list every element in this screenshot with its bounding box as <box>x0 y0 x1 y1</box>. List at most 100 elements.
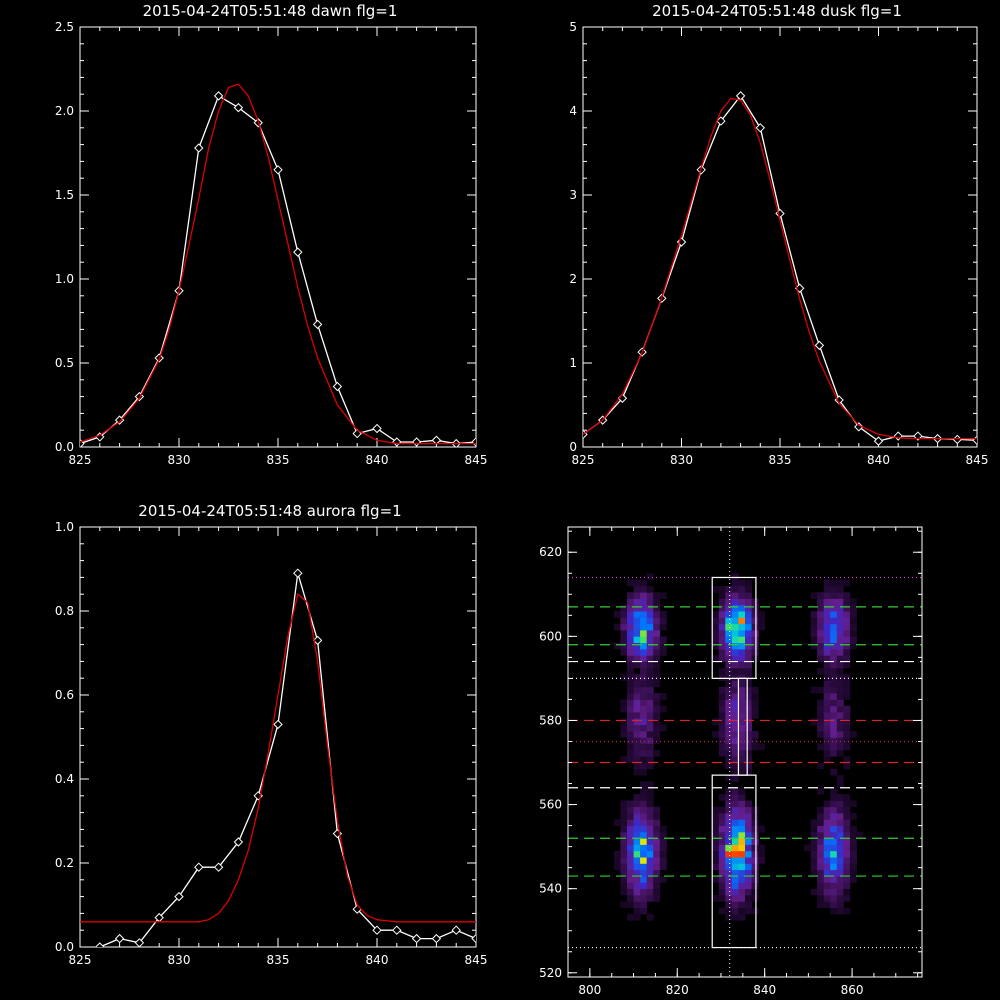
heatmap-cell <box>659 850 667 858</box>
heatmap-cell <box>633 806 641 814</box>
data-point <box>312 319 323 330</box>
heatmap-cell <box>646 850 654 858</box>
heatmap-cell <box>627 838 634 845</box>
heatmap-cell <box>843 907 851 915</box>
heatmap-cell <box>810 623 818 631</box>
heatmap-cell <box>653 592 661 599</box>
data-point <box>273 165 283 175</box>
heatmap-cell <box>758 850 766 858</box>
data-point <box>273 719 283 730</box>
heatmap-cell <box>738 667 746 675</box>
heatmap-cell <box>718 844 726 852</box>
heatmap-cell <box>653 680 661 688</box>
x-tick-label: 860 <box>841 983 864 997</box>
heatmap-cell <box>738 794 746 801</box>
heatmap-cell <box>627 636 634 643</box>
heatmap-cell <box>725 705 733 713</box>
heatmap-cell <box>640 674 648 681</box>
heatmap-cell <box>830 661 838 669</box>
heatmap-cell <box>633 869 641 877</box>
heatmap-cell <box>830 674 838 681</box>
data-point <box>972 435 977 445</box>
y-tick-label: 0.8 <box>55 604 74 618</box>
y-tick-label: 540 <box>539 882 562 896</box>
heatmap-cell <box>751 611 759 618</box>
data-point <box>411 933 422 944</box>
heatmap-cell <box>653 642 661 650</box>
heatmap-cell <box>620 850 628 858</box>
selection-box <box>711 774 757 949</box>
heatmap-cell <box>627 844 634 852</box>
x-tick-label: 835 <box>267 453 290 467</box>
heatmap-cell <box>725 907 733 915</box>
heatmap-cell <box>849 611 857 618</box>
heatmap-cell <box>738 680 746 688</box>
heatmap-cell <box>718 674 726 681</box>
heatmap-cell <box>830 857 838 864</box>
heatmap-cell <box>817 743 825 751</box>
heatmap-cell <box>738 857 746 864</box>
heatmap-cell <box>758 857 766 864</box>
heatmap-cell <box>738 636 746 643</box>
heatmap-cell <box>751 888 759 896</box>
heatmap-cell <box>627 913 634 921</box>
heatmap-cell <box>640 636 648 643</box>
heatmap-cell <box>646 611 654 618</box>
heatmap-cell <box>810 592 818 599</box>
heatmap-cell <box>830 585 838 593</box>
heatmap-cell <box>731 579 739 587</box>
heatmap-cell <box>633 623 641 631</box>
heatmap-cell <box>718 718 726 726</box>
heatmap-cell <box>640 857 648 864</box>
heatmap-cell <box>659 642 667 650</box>
heatmap-cell <box>659 649 667 656</box>
heatmap-cell <box>731 661 739 669</box>
heatmap-cell <box>633 825 641 833</box>
heatmap-cell <box>738 850 746 858</box>
heatmap-cell <box>613 623 621 631</box>
heatmap-cell <box>725 712 733 719</box>
heatmap-cell <box>843 611 851 618</box>
heatmap-cell <box>712 655 720 662</box>
heatmap-cell <box>745 737 752 744</box>
y-tick-label: 0.6 <box>55 688 74 702</box>
heatmap-cell <box>738 731 746 738</box>
heatmap-cell <box>817 718 825 726</box>
heatmap-cell <box>646 806 654 814</box>
heatmap-cell <box>830 876 838 883</box>
heatmap-cell <box>718 869 726 877</box>
data-point <box>134 938 145 947</box>
heatmap-cell <box>620 806 628 814</box>
heatmap-cell <box>843 579 851 587</box>
heatmap-cell <box>836 680 844 688</box>
heatmap-cell <box>745 598 752 606</box>
heatmap-cell <box>830 737 838 744</box>
heatmap-cell <box>620 724 628 732</box>
heatmap-cell <box>843 844 851 852</box>
heatmap-cell <box>725 806 733 814</box>
heatmap-cell <box>620 813 628 820</box>
heatmap-cell <box>725 844 733 852</box>
heatmap-cell <box>836 888 844 896</box>
heatmap-cell <box>823 895 831 902</box>
heatmap-cell <box>627 579 634 587</box>
heatmap-cell <box>751 743 759 751</box>
data-point <box>293 247 303 257</box>
x-tick-label: 830 <box>168 453 191 467</box>
heatmap-cell <box>830 636 838 643</box>
heatmap-cell <box>633 598 641 606</box>
heatmap-cell <box>620 882 628 890</box>
heatmap-cell <box>849 623 857 631</box>
data-line <box>80 94 476 445</box>
heatmap-cell <box>836 863 844 871</box>
heatmap-cell <box>725 699 733 707</box>
heatmap-cell <box>646 686 654 694</box>
heatmap-cell <box>659 724 667 732</box>
heatmap-cell <box>830 598 838 606</box>
heatmap-cell <box>849 825 857 833</box>
heatmap-cell <box>731 901 739 908</box>
y-tick-label: 0.0 <box>55 440 74 454</box>
heatmap-cell <box>653 674 661 681</box>
heatmap-cell <box>712 831 720 839</box>
heatmap-cell <box>627 655 634 662</box>
